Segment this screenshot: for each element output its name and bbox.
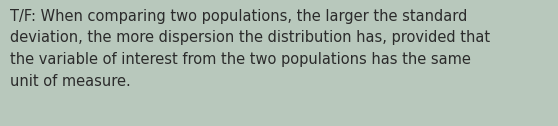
Text: T/F: When comparing two populations, the larger the standard
deviation, the more: T/F: When comparing two populations, the… — [10, 9, 490, 89]
